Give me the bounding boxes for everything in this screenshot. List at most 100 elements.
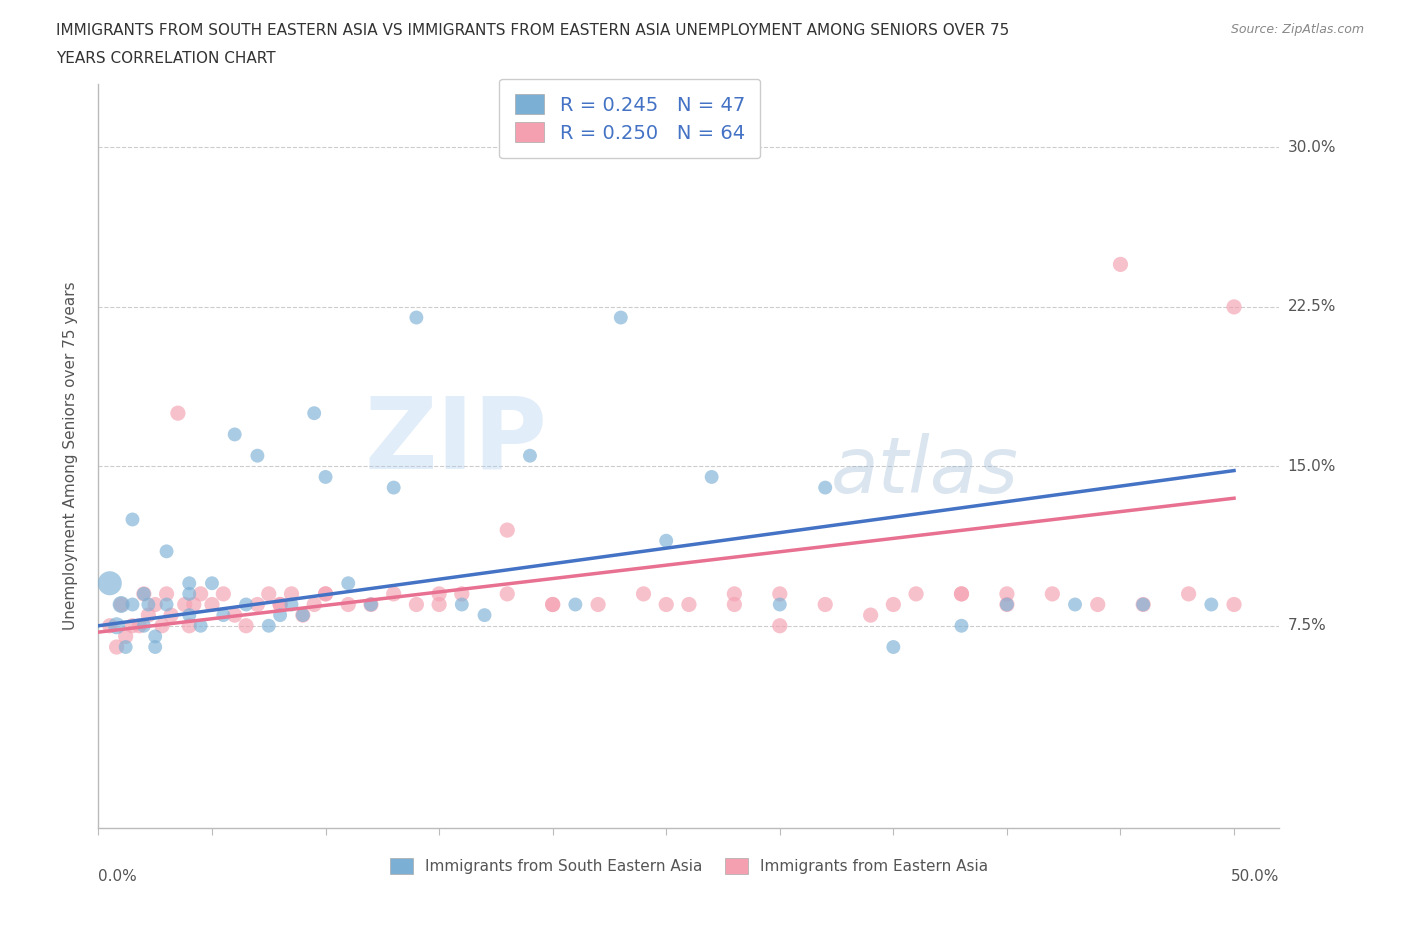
Point (382, 587, 405, 602)
Point (280, 587, 302, 602)
Legend: Immigrants from South Eastern Asia, Immigrants from Eastern Asia: Immigrants from South Eastern Asia, Immi… (381, 849, 997, 884)
Point (995, 587, 1018, 602)
Point (190, 587, 212, 602)
Text: IMMIGRANTS FROM SOUTH EASTERN ASIA VS IMMIGRANTS FROM EASTERN ASIA UNEMPLOYMENT : IMMIGRANTS FROM SOUTH EASTERN ASIA VS IM… (56, 23, 1010, 38)
Text: 30.0%: 30.0% (1288, 140, 1336, 155)
Point (496, 587, 519, 602)
Point (246, 448, 269, 463)
Point (224, 607, 246, 622)
Point (132, 587, 155, 602)
Point (541, 597, 564, 612)
Point (814, 597, 837, 612)
Point (610, 310, 633, 325)
Point (655, 597, 678, 612)
Point (450, 597, 472, 612)
Point (235, 597, 257, 612)
Point (160, 607, 183, 622)
Point (98, 576, 121, 591)
Text: atlas: atlas (831, 432, 1018, 509)
Point (859, 607, 882, 622)
Point (950, 587, 973, 602)
Point (1201, 597, 1223, 612)
Point (1087, 597, 1109, 612)
Point (1177, 587, 1199, 602)
Point (179, 576, 201, 591)
Point (155, 597, 177, 612)
Point (105, 640, 128, 655)
Point (291, 607, 314, 622)
Point (769, 587, 792, 602)
Point (315, 470, 337, 485)
Point (269, 597, 291, 612)
Point (173, 597, 195, 612)
Point (337, 597, 360, 612)
Point (269, 597, 291, 612)
Point (179, 618, 201, 633)
Point (950, 587, 973, 602)
Point (882, 640, 904, 655)
Point (235, 618, 257, 633)
Point (179, 587, 201, 602)
Point (519, 448, 541, 463)
Point (114, 640, 136, 655)
Point (110, 597, 132, 612)
Point (905, 587, 928, 602)
Point (269, 607, 291, 622)
Point (995, 597, 1018, 612)
Point (121, 512, 143, 527)
Point (155, 544, 177, 559)
Point (1223, 299, 1246, 314)
Point (427, 587, 450, 602)
Point (1132, 597, 1154, 612)
Point (280, 597, 302, 612)
Point (723, 597, 745, 612)
Point (105, 618, 128, 633)
Point (212, 587, 235, 602)
Point (814, 480, 837, 495)
Point (337, 576, 360, 591)
Point (315, 587, 337, 602)
Point (183, 597, 205, 612)
Point (302, 405, 325, 420)
Point (110, 597, 132, 612)
Point (723, 587, 745, 602)
Point (179, 607, 201, 622)
Point (98, 618, 121, 633)
Point (427, 597, 450, 612)
Point (1040, 587, 1063, 602)
Point (564, 597, 586, 612)
Point (224, 427, 246, 442)
Point (150, 618, 173, 633)
Point (655, 533, 678, 548)
Point (541, 597, 564, 612)
Point (586, 597, 609, 612)
Point (450, 587, 472, 602)
Point (995, 597, 1018, 612)
Point (950, 618, 973, 633)
Point (155, 587, 177, 602)
Point (257, 618, 280, 633)
Point (882, 597, 904, 612)
Point (167, 405, 190, 420)
Point (143, 629, 166, 644)
Point (1132, 597, 1154, 612)
Point (143, 640, 166, 655)
Point (257, 587, 280, 602)
Point (246, 597, 269, 612)
Point (700, 470, 723, 485)
Point (405, 310, 427, 325)
Point (143, 597, 166, 612)
Point (132, 618, 155, 633)
Point (201, 597, 224, 612)
Point (1064, 597, 1087, 612)
Point (405, 597, 427, 612)
Point (360, 597, 382, 612)
Point (1109, 257, 1132, 272)
Point (201, 576, 224, 591)
Point (121, 597, 143, 612)
Point (382, 480, 405, 495)
Point (138, 597, 160, 612)
Text: ZIP: ZIP (364, 392, 547, 489)
Point (474, 607, 496, 622)
Point (496, 523, 519, 538)
